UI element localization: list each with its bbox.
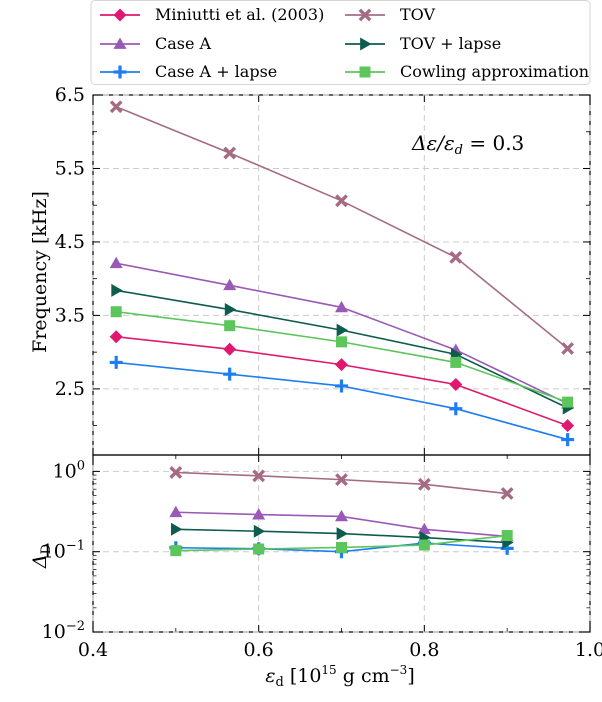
series-tov <box>109 100 575 355</box>
legend-marker <box>358 8 372 22</box>
legend-label: Case A <box>155 34 212 53</box>
data-point <box>252 508 266 520</box>
data-point <box>336 323 348 337</box>
legend-marker <box>113 8 127 22</box>
data-point <box>336 336 347 348</box>
legend-box <box>90 0 591 85</box>
x-tick-label: 0.8 <box>409 639 439 661</box>
data-point <box>223 367 237 381</box>
data-point <box>109 256 123 269</box>
legend-label: Cowling approximation <box>400 62 589 81</box>
legend-label: TOV <box>400 5 436 24</box>
legend-marker <box>113 37 127 49</box>
data-point <box>223 342 237 356</box>
top-panel: 2.5 3.5 4.5 5.5 6.5 <box>55 84 591 456</box>
data-point <box>561 419 575 433</box>
data-point <box>223 146 237 160</box>
y-tick-label: 10−2 <box>42 619 85 643</box>
legend-entry-cowling-approximation: Cowling approximation <box>345 62 589 81</box>
y-axis-label-top: Frequency [kHz] <box>29 191 51 353</box>
data-point <box>449 402 463 416</box>
data-point <box>252 469 266 483</box>
data-point <box>253 543 265 555</box>
y-tick-label: 6.5 <box>55 84 85 106</box>
data-point <box>562 396 574 408</box>
legend-entry-tov-lapse: TOV + lapse <box>345 34 501 53</box>
legend-marker <box>113 65 127 79</box>
legend: Miniutti et al. (2003) TOV Case A TOV + lap… <box>90 0 591 85</box>
data-point <box>170 522 183 536</box>
x-tick-label: 1.0 <box>575 639 602 661</box>
data-point <box>224 320 236 332</box>
annotation-label: Δε/εd = 0.3 <box>411 131 524 158</box>
x-tick-label: 0.4 <box>78 639 108 661</box>
data-point <box>336 527 348 541</box>
y-tick-label: 4.5 <box>55 231 85 253</box>
data-point <box>561 342 575 355</box>
data-point <box>169 505 183 518</box>
data-point <box>501 530 513 542</box>
data-point <box>449 250 463 264</box>
data-point <box>170 545 182 557</box>
y-tick-label: 5.5 <box>55 157 85 179</box>
data-point <box>335 509 348 522</box>
data-point <box>417 522 431 535</box>
series-line <box>175 471 508 495</box>
bottom-panel: 0.4 0.6 0.8 1.0 10−2 10−1 100 <box>42 454 602 661</box>
y-axis-label-bottom: ΔD <box>29 544 54 569</box>
data-point <box>111 283 123 297</box>
y-tick-label: 2.5 <box>55 378 85 400</box>
data-point <box>335 358 348 372</box>
data-point <box>253 524 266 538</box>
series-tov-lapse <box>111 283 575 415</box>
data-point <box>109 330 123 344</box>
data-point <box>449 377 463 391</box>
series-case-a-lapse <box>109 355 575 447</box>
legend-entry-case-a: Case A <box>100 34 212 53</box>
x-axis-label: εd [1015 g cm−3] <box>265 663 414 690</box>
data-point <box>450 356 462 368</box>
data-point <box>335 473 348 487</box>
y-tick-label: 100 <box>53 458 85 482</box>
legend-label: Miniutti et al. (2003) <box>155 5 324 24</box>
data-point <box>109 355 123 369</box>
data-point <box>335 300 348 313</box>
data-point <box>335 379 348 393</box>
legend-entry-case-a-lapse: Case A + lapse <box>100 62 277 81</box>
data-point <box>335 194 348 208</box>
data-point <box>169 466 183 479</box>
series-miniutti-et-al-2003 <box>109 330 575 433</box>
x-tick-label: 0.6 <box>244 639 274 661</box>
data-point <box>109 100 123 114</box>
data-point <box>223 278 237 291</box>
legend-label: TOV + lapse <box>400 34 501 53</box>
data-point <box>417 477 431 491</box>
series-case-a <box>109 256 575 409</box>
series-cowling-approximation <box>170 530 513 557</box>
legend-entry-miniutti-et-al-2003: Miniutti et al. (2003) <box>100 5 324 24</box>
y-tick-label: 3.5 <box>55 304 85 326</box>
series-cowling-approximation <box>110 306 574 408</box>
series-tov <box>169 466 514 500</box>
legend-marker <box>360 37 372 51</box>
y-tick-label: 10−1 <box>42 539 85 563</box>
data-point <box>110 306 122 318</box>
legend-entry-tov: TOV <box>345 5 436 24</box>
data-point <box>418 539 430 551</box>
data-point <box>561 433 575 447</box>
data-point <box>224 303 237 317</box>
legend-label: Case A + lapse <box>155 62 277 81</box>
legend-marker <box>359 66 371 78</box>
data-point <box>336 541 347 553</box>
data-point <box>500 487 514 500</box>
